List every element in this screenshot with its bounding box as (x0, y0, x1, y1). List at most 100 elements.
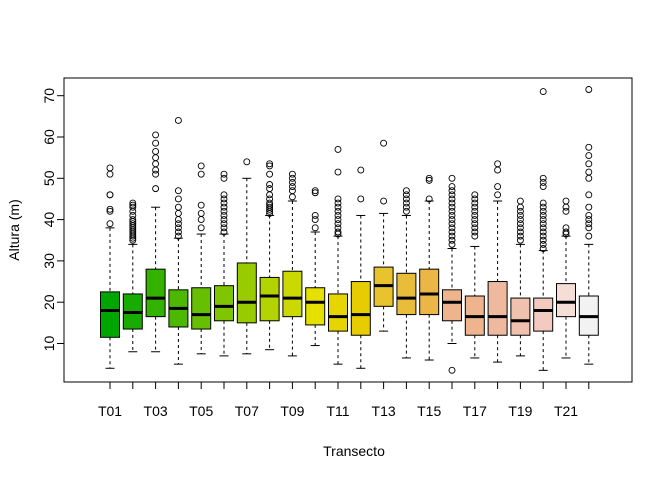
outlier-point (539, 207, 547, 215)
outlier-point (106, 191, 114, 199)
outlier-point (197, 201, 205, 209)
outlier-point (334, 195, 342, 203)
y-tick-label: 20 (41, 294, 57, 310)
outlier-point (334, 216, 342, 224)
outlier-point (402, 191, 410, 199)
outlier-point (562, 203, 570, 211)
outlier-point (152, 139, 160, 147)
outlier-point (174, 195, 182, 203)
outlier-point (152, 160, 160, 168)
x-tick-label: T21 (554, 403, 578, 419)
outlier-point (220, 212, 228, 219)
outlier-point (448, 212, 456, 219)
outlier-point (516, 207, 524, 215)
box-t06 (214, 170, 234, 357)
box-t11 (328, 145, 348, 365)
outlier-point (562, 224, 570, 232)
box-t12 (350, 166, 371, 369)
iqr-box (487, 281, 508, 336)
outlier-point (516, 228, 524, 236)
outlier-point (220, 170, 228, 178)
outlier-point (106, 170, 114, 178)
outlier-point (266, 203, 274, 211)
iqr-box (214, 285, 234, 322)
outlier-point (106, 205, 114, 213)
box-t15 (419, 174, 440, 361)
outlier-point (425, 174, 433, 182)
outlier-point (288, 170, 296, 178)
x-tick-label: T13 (372, 403, 396, 419)
outlier-point (220, 191, 228, 199)
box-t09 (282, 170, 303, 357)
x-tick-label: T05 (189, 403, 213, 419)
outlier-point (129, 216, 137, 224)
outlier-point (402, 187, 410, 195)
outlier-point (243, 158, 251, 166)
outlier-point (425, 176, 433, 184)
outlier-point (585, 191, 593, 199)
box-t02 (122, 199, 143, 353)
plot-frame (63, 77, 633, 383)
outlier-point (174, 220, 182, 228)
outlier-point (152, 131, 160, 139)
outlier-point (220, 228, 228, 236)
outlier-point (220, 203, 228, 211)
outlier-point (129, 199, 137, 207)
outlier-point (448, 183, 456, 191)
outlier-point (152, 170, 160, 178)
outlier-point (334, 145, 342, 153)
outlier-point (585, 212, 593, 219)
outlier-point (402, 203, 410, 211)
outlier-point (471, 199, 479, 207)
outlier-point (311, 212, 319, 219)
y-axis-label: Altura (m) (6, 199, 22, 260)
box-t04 (168, 117, 189, 365)
outlier-point (448, 228, 456, 236)
outlier-point (129, 220, 137, 228)
outlier-point (539, 236, 547, 244)
outlier-point (174, 187, 182, 195)
y-tick-label: 30 (41, 253, 57, 269)
box-t07 (236, 158, 257, 355)
outlier-point (174, 232, 182, 240)
outlier-point (106, 220, 114, 228)
outlier-point (448, 203, 456, 211)
outlier-point (334, 199, 342, 207)
outlier-point (311, 189, 319, 197)
outlier-point (380, 139, 388, 147)
outlier-point (448, 207, 456, 215)
outlier-point (106, 164, 114, 172)
outlier-point (516, 224, 524, 232)
outlier-point (174, 209, 182, 217)
outlier-point (471, 224, 479, 232)
box-t19 (510, 197, 531, 357)
outlier-point (448, 240, 456, 248)
outlier-point (516, 203, 524, 211)
outlier-point (516, 197, 524, 205)
iqr-box (236, 262, 257, 324)
outlier-point (311, 187, 319, 195)
outlier-point (516, 220, 524, 228)
outlier-point (174, 117, 182, 124)
outlier-point (471, 220, 479, 228)
x-tick-label: T19 (508, 403, 532, 419)
outlier-point (220, 224, 228, 232)
outlier-point (357, 166, 365, 174)
outlier-point (288, 183, 296, 191)
outlier-point (197, 170, 205, 178)
x-tick-label: T09 (280, 403, 304, 419)
outlier-point (129, 203, 137, 211)
outlier-point (471, 191, 479, 199)
x-tick-label: T17 (463, 403, 487, 419)
x-tick-label: T15 (417, 403, 441, 419)
outlier-point (448, 216, 456, 224)
box-t13 (373, 139, 394, 332)
outlier-point (585, 203, 593, 211)
iqr-box (145, 268, 166, 318)
outlier-point (334, 212, 342, 219)
outlier-point (448, 232, 456, 240)
iqr-box (259, 276, 280, 322)
box-t20 (533, 88, 554, 371)
outlier-point (106, 207, 114, 215)
outlier-point (539, 216, 547, 224)
